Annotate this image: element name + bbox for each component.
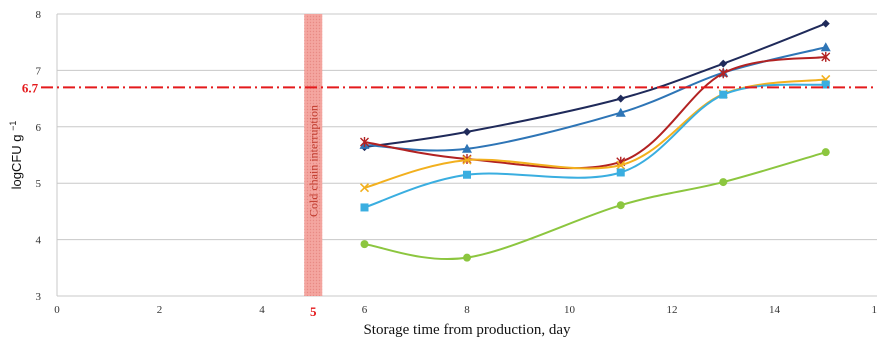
x-axis-label: Storage time from production, day [363, 322, 571, 338]
data-point [821, 148, 830, 157]
threshold-label: 6.7 [22, 80, 39, 95]
series-line [364, 83, 826, 209]
x-tick-label: 2 [157, 304, 163, 316]
threshold-line-group: 6.7 [22, 80, 877, 95]
series-2 [359, 42, 831, 153]
data-point [463, 170, 471, 179]
data-point [820, 42, 831, 52]
cold-chain-interruption-band: Cold chain interruption 5 [304, 14, 323, 319]
data-point [616, 201, 625, 210]
y-tick-label: 6 [36, 122, 42, 134]
data-point [616, 168, 625, 177]
data-point [463, 253, 471, 262]
y-axis-label-sup: −1 [8, 121, 18, 131]
y-axis-label: logCFU g −1 [8, 121, 24, 190]
series-5 [360, 80, 830, 212]
x-tick-label: 16 [872, 304, 877, 316]
data-point [718, 68, 728, 79]
x-tick-label: 10 [564, 304, 576, 316]
data-point [360, 203, 369, 212]
interruption-band [304, 14, 323, 296]
series-group [359, 19, 831, 262]
y-tick-label: 8 [36, 9, 42, 21]
interruption-label: Cold chain interruption [306, 105, 320, 217]
data-point [821, 19, 830, 28]
y-tick-label: 4 [36, 235, 42, 247]
data-point [719, 59, 728, 68]
data-point [462, 143, 472, 153]
series-4 [359, 74, 831, 193]
series-line [364, 78, 826, 189]
data-point [821, 80, 830, 89]
x-tick-label: 4 [259, 304, 265, 316]
data-point [360, 137, 369, 148]
grid-lines [56, 13, 877, 297]
y-tick-label: 5 [36, 178, 42, 190]
y-tick-label: 7 [36, 65, 42, 77]
x-tick-label: 12 [667, 304, 678, 316]
data-point [359, 183, 370, 193]
data-point [821, 51, 831, 62]
x-tick-label: 0 [54, 304, 60, 316]
data-point [616, 94, 625, 103]
y-tick-label: 3 [36, 291, 42, 303]
series-6 [360, 148, 830, 262]
y-axis-label-main: logCFU g [9, 134, 24, 189]
data-point [616, 160, 626, 170]
x-tick-label: 14 [769, 304, 781, 316]
x-tick-label: 6 [362, 304, 368, 316]
x-tick-label: 8 [464, 304, 470, 316]
axis-ticks: 3 4 5 6 7 8 0 2 4 6 8 10 12 14 16 [36, 9, 877, 316]
data-point [719, 178, 728, 187]
data-point [719, 90, 728, 99]
interruption-day-label: 5 [310, 304, 317, 319]
data-point [463, 127, 471, 136]
data-point [360, 240, 369, 249]
data-point [615, 107, 626, 117]
data-point [462, 155, 472, 165]
